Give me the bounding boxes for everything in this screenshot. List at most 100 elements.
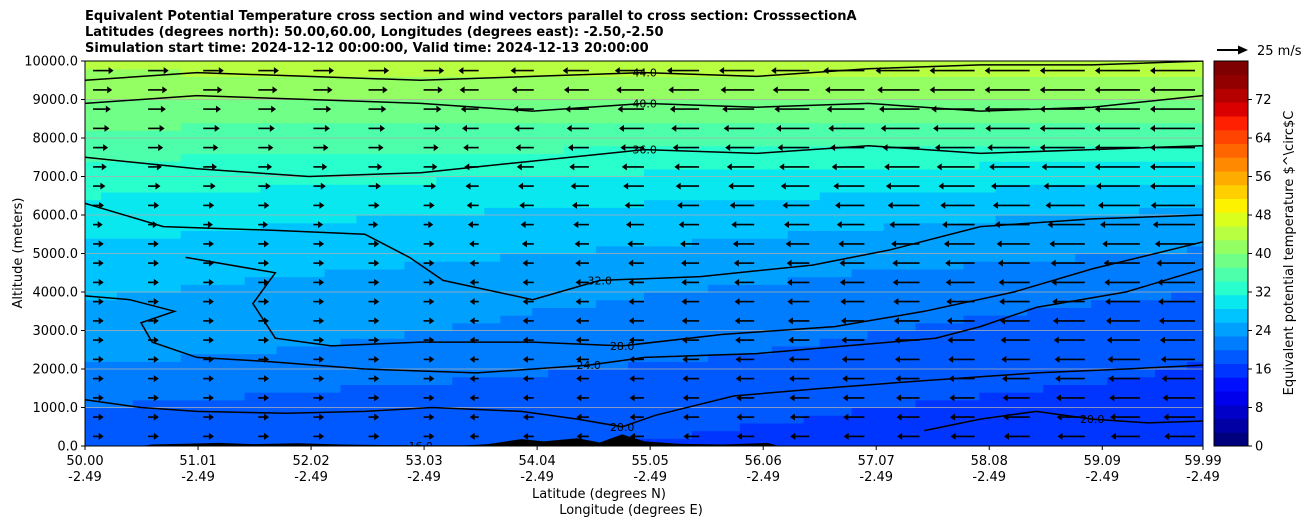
wind-vector-head (565, 105, 571, 113)
x-tick-label-longitude: -2.49 (972, 470, 1006, 485)
field-cell (516, 199, 533, 208)
x-tick-label-latitude: 53.03 (405, 454, 442, 469)
field-cell (851, 268, 869, 278)
field-cell (963, 369, 980, 378)
quiver-key-label: 25 m/s (1257, 44, 1302, 59)
field-cell (899, 215, 917, 224)
field-cell (228, 415, 246, 424)
wind-vector-head (153, 413, 159, 421)
field-cell (212, 361, 230, 370)
field-cell (532, 292, 549, 301)
field-cell (739, 161, 757, 170)
wind-vector-head (469, 259, 475, 267)
field-cell (420, 122, 437, 131)
field-cell (707, 153, 725, 162)
field-cell (755, 199, 773, 208)
field-cell (260, 338, 278, 347)
field-cell (564, 215, 581, 224)
field-cell (835, 91, 853, 101)
field-cell (116, 91, 134, 101)
field-cell (723, 422, 741, 432)
field-cell (612, 330, 629, 339)
field-cell (1155, 99, 1172, 108)
field-cell (1123, 230, 1140, 239)
field-cell (148, 61, 166, 70)
field-cell (947, 407, 965, 416)
field-cell (931, 361, 949, 370)
field-cell (628, 384, 645, 393)
field-cell (899, 430, 917, 439)
field-cell (372, 284, 390, 293)
field-cell (835, 353, 853, 362)
field-cell (883, 61, 901, 70)
field-cell (1027, 184, 1044, 193)
field-cell (244, 184, 262, 193)
field-cell (1123, 161, 1140, 170)
field-cell (1155, 107, 1172, 116)
field-cell (644, 122, 661, 131)
field-cell (644, 392, 661, 401)
field-cell (915, 276, 933, 285)
field-cell (995, 238, 1012, 247)
field-cell (212, 369, 230, 378)
field-cell (612, 207, 629, 216)
field-cell (771, 176, 789, 185)
field-cell (596, 153, 613, 162)
field-cell (979, 207, 996, 216)
field-cell (452, 161, 469, 170)
field-cell (1107, 99, 1124, 108)
field-cell (723, 207, 741, 216)
wind-vector-head (946, 298, 952, 306)
field-cell (420, 345, 437, 355)
field-cell (755, 91, 773, 101)
field-cell (436, 353, 453, 362)
field-cell (771, 61, 789, 70)
field-cell (276, 284, 294, 293)
field-cell (1011, 284, 1028, 293)
field-cell (1059, 168, 1076, 178)
field-cell (244, 245, 262, 255)
contour-line (185, 241, 1203, 347)
wind-vector-head (378, 144, 384, 152)
y-tick-label: 2000.0 (33, 363, 79, 378)
field-cell (1107, 76, 1124, 85)
wind-vector-head (948, 375, 954, 383)
field-cell (1139, 376, 1156, 385)
field-cell (931, 376, 949, 385)
colorbar-segment (1214, 157, 1248, 172)
field-cell (244, 253, 262, 262)
field-cell (180, 138, 198, 147)
field-cell (244, 353, 262, 362)
field-cell (148, 392, 166, 401)
field-cell (947, 276, 965, 285)
field-cell (308, 345, 326, 355)
field-cell (787, 99, 805, 108)
x-tick-label-latitude: 54.04 (519, 454, 556, 469)
field-cell (532, 315, 549, 324)
field-cell (324, 422, 342, 432)
field-cell (260, 345, 278, 355)
field-cell (659, 253, 677, 262)
field-cell (979, 114, 996, 124)
field-cell (867, 384, 885, 393)
field-cell (276, 399, 294, 409)
field-cell (436, 392, 453, 401)
field-cell (532, 207, 549, 216)
field-cell (388, 61, 406, 70)
field-cell (1187, 238, 1203, 247)
field-cell (436, 438, 453, 446)
field-cell (148, 330, 166, 339)
field-cell (292, 84, 310, 93)
field-cell (148, 176, 166, 185)
field-cell (803, 61, 821, 70)
field-cell (755, 76, 773, 85)
field-cell (516, 315, 533, 324)
field-cell (819, 114, 837, 124)
field-cell (947, 430, 965, 439)
field-cell (148, 315, 166, 324)
field-cell (292, 292, 310, 301)
field-cell (164, 407, 182, 416)
field-cell (819, 361, 837, 370)
wind-vector-head (891, 240, 897, 248)
field-cell (771, 145, 789, 154)
